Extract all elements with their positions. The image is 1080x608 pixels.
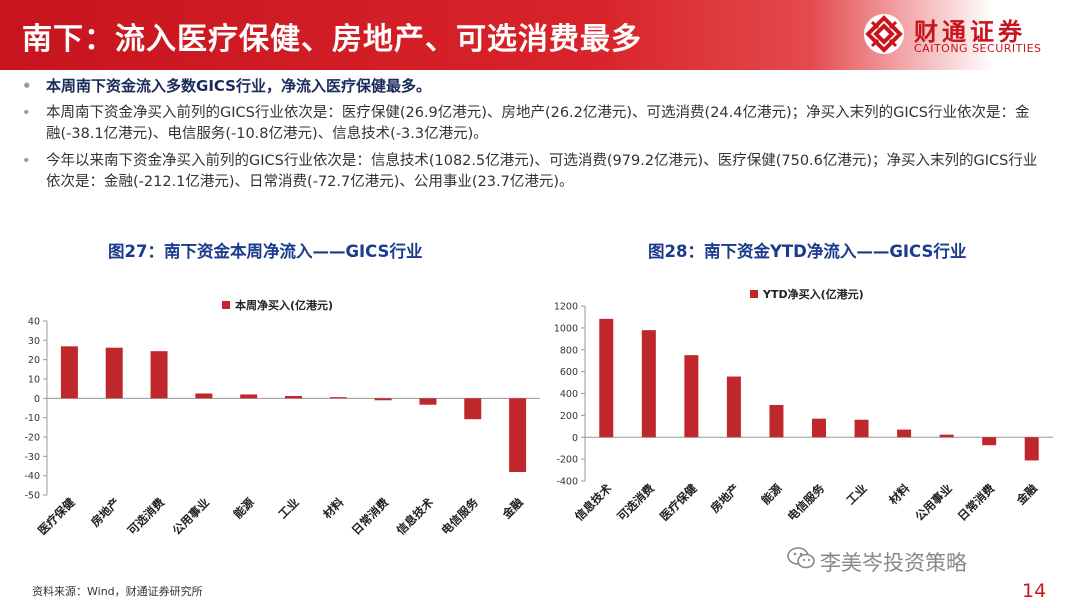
y-tick-label: 10 [28,375,40,386]
category-label: 房地产 [708,481,742,515]
bar [769,404,784,438]
page-title: 南下：流入医疗保健、房地产、可选消费最多 [22,22,642,57]
legend-label: 本周净买入(亿港元) [235,298,333,312]
watermark-text: 李美岑投资策略 [820,551,967,575]
chart-title-27: 图27：南下资金本周净流入——GICS行业 [108,242,423,261]
ytd-inflow-chart: YTD净买入(亿港元) -400 -200 0 200 400 600 800 1000 1200… [554,287,1053,524]
bar [329,397,347,399]
y-tick-label: 0 [572,433,578,444]
weekly-inflow-chart: 本周净买入(亿港元) -50 -40 -30 -20 -10 0 10 20 30 40 医疗保健 房地… [24,298,540,538]
bar [599,318,614,438]
y-tick-label: -20 [24,433,40,444]
y-tick-label: -200 [556,455,578,466]
y-tick-label: 1000 [554,323,578,334]
bullet-item: • 本周南下资金净买入前列的GICS行业依次是：医疗保健(26.9亿港元)、房地… [22,103,1042,145]
category-label: 日常消费 [349,495,392,538]
y-tick-label: 200 [560,411,578,422]
category-label: 工业 [275,495,302,522]
bullet-item: • 本周南下资金流入多数GICS行业，净流入医疗保健最多。 [22,76,1042,97]
company-logo: 财通证券 CAITONG SECURITIES [862,10,1072,60]
watermark: 李美岑投资策略 [787,547,967,577]
y-tick-label: -400 [556,477,578,488]
bar [195,393,213,399]
y-tick-label: -10 [24,413,40,424]
bar [419,398,437,405]
source-note: 资料来源：Wind，财通证券研究所 [32,585,203,598]
y-tick-label: 0 [34,394,40,405]
bar [854,419,869,438]
category-label: 日常消费 [955,481,998,524]
bullet-text: 今年以来南下资金净买入前列的GICS行业依次是：信息技术(1082.5亿港元)、… [46,153,1038,190]
logo-emblem-icon [864,14,904,54]
page-number: 14 [1022,580,1047,602]
bar [726,376,741,438]
category-label: 公用事业 [912,481,955,524]
logo-name-cn: 财通证券 [914,18,1026,46]
title-banner: 南下：流入医疗保健、房地产、可选消费最多 财通证券 CAITONG SECURI… [0,0,1080,70]
bullet-dot-icon: • [22,105,31,121]
bar [641,330,656,438]
category-label: 金融 [1013,481,1040,508]
category-label: 信息技术 [394,495,437,538]
bullet-item: • 今年以来南下资金净买入前列的GICS行业依次是：信息技术(1082.5亿港元… [22,151,1042,193]
bar [464,398,482,420]
y-tick-label: 40 [28,317,40,328]
chart-title-28: 图28：南下资金YTD净流入——GICS行业 [648,242,967,261]
bar [374,398,392,401]
category-label: 材料 [886,481,913,508]
y-tick-label: 1200 [554,302,578,313]
bar [240,394,258,399]
bullet-text: 本周南下资金流入多数GICS行业，净流入医疗保健最多。 [46,77,431,95]
category-label: 可选消费 [125,495,168,538]
category-label: 电信服务 [785,481,828,524]
category-label: 能源 [758,481,785,508]
bar [1024,437,1039,461]
bullet-text: 本周南下资金净买入前列的GICS行业依次是：医疗保健(26.9亿港元)、房地产(… [46,105,1030,142]
category-label: 能源 [231,495,258,522]
category-label: 房地产 [88,495,122,529]
y-tick-label: 600 [560,367,578,378]
category-label: 金融 [499,495,526,522]
category-label: 医疗保健 [657,481,700,524]
category-label: 电信服务 [438,495,481,538]
legend-label: YTD净买入(亿港元) [762,287,864,301]
logo-name-en: CAITONG SECURITIES [914,42,1042,55]
y-tick-label: 20 [28,355,40,366]
y-tick-label: 400 [560,389,578,400]
y-tick-label: -40 [24,471,40,482]
bar [812,418,826,438]
category-label: 材料 [320,495,347,522]
category-label: 信息技术 [572,481,615,524]
y-tick-label: -50 [24,491,40,502]
bullet-dot-icon: • [22,77,32,95]
summary-bullets: • 本周南下资金流入多数GICS行业，净流入医疗保健最多。 • 本周南下资金净买… [22,76,1042,199]
category-label: 公用事业 [170,495,213,538]
bullet-dot-icon: • [22,153,31,169]
bar [509,398,527,472]
y-tick-label: 30 [28,336,40,347]
y-tick-label: 800 [560,345,578,356]
bar [285,396,302,399]
bar [982,437,997,446]
bar [897,429,912,438]
bar [684,355,699,438]
bar [150,351,168,399]
y-tick-label: -30 [24,452,40,463]
legend-swatch [222,301,230,309]
category-label: 医疗保健 [35,495,78,538]
category-label: 可选消费 [615,481,658,524]
legend-swatch [750,290,758,298]
wechat-icon [787,547,815,569]
category-label: 工业 [844,481,871,508]
bar [60,346,78,399]
bar [939,434,954,438]
bar [105,347,123,399]
